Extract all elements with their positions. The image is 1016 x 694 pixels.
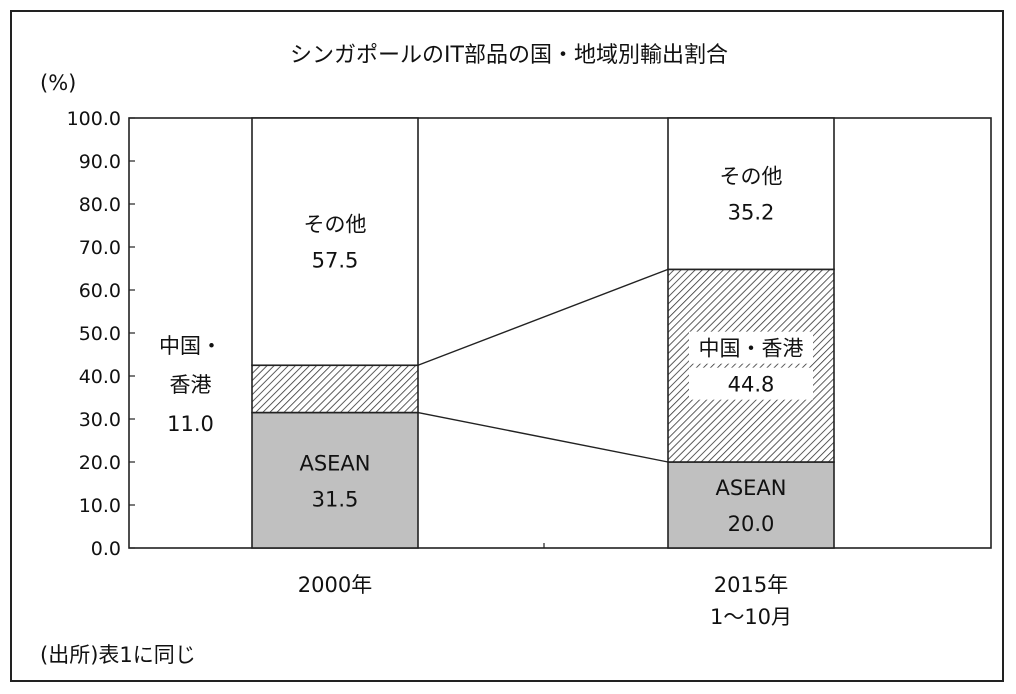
y-tick-label: 10.0	[79, 495, 121, 517]
bar-segment	[667, 268, 835, 463]
segment-value-label: 中国・	[159, 334, 222, 358]
segment-value-label: 中国・香港	[699, 337, 804, 361]
connector-line	[417, 411, 669, 463]
chart-frame: シンガポールのIT部品の国・地域別輸出割合 (%) 0.0 10.0 20.0 30.…	[10, 10, 1004, 682]
y-tick-label: 100.0	[67, 108, 121, 130]
y-tick-label: 30.0	[79, 409, 121, 431]
segment-value-label: 20.0	[728, 512, 775, 536]
y-tick-label: 70.0	[79, 237, 121, 259]
segment-value-label: その他	[720, 165, 783, 189]
y-tick-label: 60.0	[79, 280, 121, 302]
y-tick-label: 50.0	[79, 323, 121, 345]
connector-layer	[417, 268, 669, 463]
connector-line	[417, 268, 669, 366]
bar-segment	[251, 117, 419, 367]
y-tick-label: 40.0	[79, 366, 121, 388]
bar-segment	[251, 411, 419, 549]
x-category-label: 2015年	[714, 573, 788, 597]
y-tick-label: 20.0	[79, 452, 121, 474]
bar-segment	[667, 117, 835, 271]
segment-value-label: 44.8	[728, 373, 775, 397]
stacked-bar-chart: シンガポールのIT部品の国・地域別輸出割合 (%) 0.0 10.0 20.0 30.…	[40, 43, 992, 667]
axis-layer: 0.0 10.0 20.0 30.0 40.0 50.0 60.0 70.0 80.0 90.0 1…	[67, 108, 992, 560]
y-tick-label: 90.0	[79, 151, 121, 173]
bar-segment	[667, 461, 835, 549]
x-category-label: 1～10月	[710, 605, 792, 629]
x-category-label: 2000年	[298, 573, 372, 597]
chart-title: シンガポールのIT部品の国・地域別輸出割合	[290, 43, 728, 68]
y-axis-unit-label: (%)	[40, 71, 76, 95]
y-tick-label: 0.0	[91, 538, 121, 560]
segment-value-label: その他	[304, 213, 367, 237]
segment-value-label: ASEAN	[715, 476, 786, 500]
segment-value-label: ASEAN	[299, 451, 370, 475]
y-tick-label: 80.0	[79, 194, 121, 216]
label-backdrop	[689, 367, 813, 400]
source-note: (出所)表1に同じ	[40, 643, 196, 667]
label-layer: 2000年ASEAN31.5中国・香港11.0その他57.52015年1～10月…	[159, 165, 813, 629]
segment-value-label: 香港	[170, 373, 212, 397]
bar-segment	[251, 364, 419, 414]
segment-value-label: 11.0	[167, 412, 214, 436]
segment-value-label: 57.5	[312, 249, 359, 273]
segment-value-label: 31.5	[312, 487, 359, 511]
label-backdrop	[689, 331, 813, 364]
segment-value-label: 35.2	[728, 201, 775, 225]
bar-layer	[251, 117, 835, 549]
